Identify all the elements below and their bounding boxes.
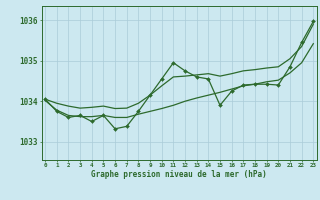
X-axis label: Graphe pression niveau de la mer (hPa): Graphe pression niveau de la mer (hPa) bbox=[91, 170, 267, 179]
